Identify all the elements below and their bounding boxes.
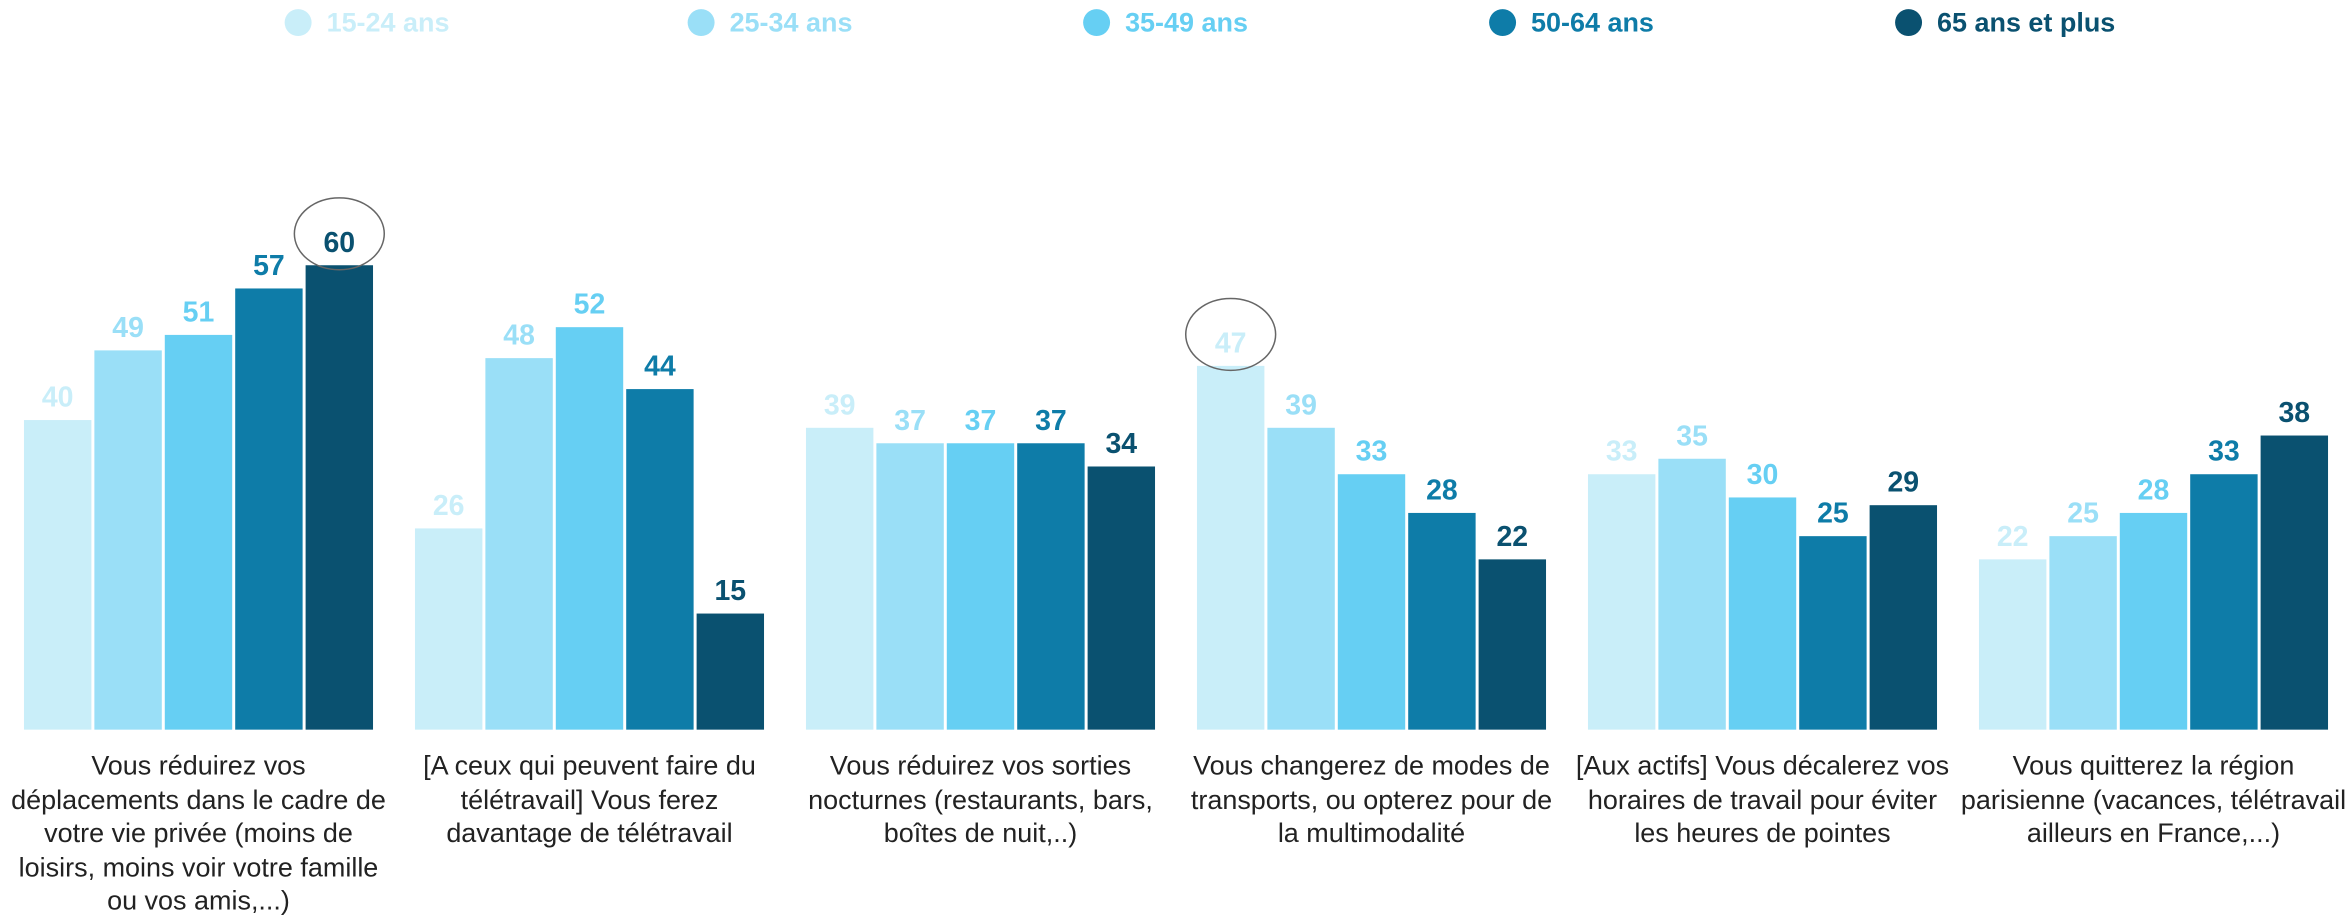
- data-label: 39: [1285, 389, 1317, 421]
- data-label: 28: [2138, 474, 2170, 506]
- bar: [946, 443, 1015, 730]
- bar: [805, 427, 874, 730]
- category-label: Vous réduirez vos déplacements dans le c…: [11, 750, 386, 916]
- data-label: 26: [433, 490, 465, 522]
- bar: [1728, 497, 1797, 730]
- data-label: 28: [1426, 474, 1458, 506]
- data-label: 52: [574, 289, 606, 321]
- legend-label: 25-34 ans: [730, 8, 853, 38]
- category-label-box: Vous changerez de modes de transports, o…: [1190, 750, 1553, 849]
- data-label: 33: [1356, 436, 1388, 468]
- category-label: [A ceux qui peuvent faire du télétravail…: [423, 750, 756, 849]
- bar: [1587, 474, 1656, 730]
- bar: [1478, 559, 1547, 730]
- legend-marker: [687, 9, 715, 37]
- bar: [2049, 536, 2117, 730]
- data-label: 25: [1817, 498, 1849, 530]
- bar: [1017, 443, 1085, 730]
- data-label: 34: [1105, 428, 1137, 460]
- category-label: [Aux actifs] Vous décalerez vos horaires…: [1575, 750, 1950, 849]
- bar: [555, 327, 624, 730]
- data-label: 48: [503, 320, 535, 352]
- highlight-circle: [293, 197, 386, 271]
- data-label: 49: [112, 312, 144, 344]
- bar: [305, 265, 374, 730]
- bar: [1196, 365, 1265, 730]
- data-label: 30: [1747, 459, 1779, 491]
- bar: [485, 358, 553, 730]
- legend-label: 15-24 ans: [327, 8, 450, 38]
- category-label-box: [Aux actifs] Vous décalerez vos horaires…: [1575, 750, 1950, 849]
- bar: [1799, 536, 1867, 730]
- bar: [876, 443, 944, 730]
- data-label: 37: [1035, 405, 1067, 437]
- legend-marker: [1895, 9, 1923, 37]
- category-label: Vous quitterez la région parisienne (vac…: [1960, 750, 2347, 849]
- bar: [2190, 474, 2258, 730]
- category-label-box: Vous quitterez la région parisienne (vac…: [1960, 750, 2347, 849]
- highlight-circle: [1184, 297, 1277, 372]
- bar: [1978, 559, 2047, 730]
- data-label: 25: [2067, 498, 2099, 530]
- bar: [1408, 512, 1476, 730]
- bar: [1087, 466, 1156, 730]
- bar: [1869, 505, 1938, 730]
- data-label: 29: [1887, 467, 1919, 499]
- bar: [164, 334, 233, 730]
- bar: [1267, 427, 1335, 730]
- bar: [1658, 458, 1726, 730]
- legend-label: 65 ans et plus: [1937, 8, 2115, 38]
- category-label-box: Vous réduirez vos sorties nocturnes (res…: [808, 750, 1153, 849]
- legend-marker: [1489, 9, 1517, 37]
- data-label: 35: [1676, 420, 1708, 452]
- bar: [2119, 512, 2188, 730]
- data-label: 37: [965, 405, 997, 437]
- category-label-box: Vous réduirez vos déplacements dans le c…: [11, 750, 386, 916]
- bar: [23, 420, 92, 730]
- bar: [696, 613, 765, 730]
- data-label: 38: [2278, 397, 2310, 429]
- bar: [2260, 435, 2329, 730]
- data-label: 22: [1496, 521, 1528, 553]
- legend-marker: [284, 9, 312, 37]
- data-label: 22: [1997, 521, 2029, 553]
- category-label: Vous changerez de modes de transports, o…: [1190, 750, 1553, 849]
- data-label: 15: [714, 575, 746, 607]
- legend-marker: [1083, 9, 1111, 37]
- bar: [626, 389, 694, 730]
- data-label: 60: [323, 227, 355, 259]
- legend-label: 35-49 ans: [1125, 8, 1248, 38]
- data-label: 47: [1215, 327, 1247, 359]
- data-label: 37: [894, 405, 926, 437]
- category-label-box: [A ceux qui peuvent faire du télétravail…: [423, 750, 756, 849]
- data-label: 33: [1606, 436, 1638, 468]
- data-label: 39: [824, 389, 856, 421]
- bar: [235, 288, 303, 730]
- data-label: 51: [183, 296, 215, 328]
- legend-label: 50-64 ans: [1531, 8, 1654, 38]
- data-label: 40: [42, 382, 74, 414]
- data-label: 57: [253, 250, 285, 282]
- bar: [94, 350, 162, 730]
- category-label: Vous réduirez vos sorties nocturnes (res…: [808, 750, 1153, 849]
- bar: [1337, 474, 1406, 730]
- data-label: 44: [644, 351, 676, 383]
- data-label: 33: [2208, 436, 2240, 468]
- bar: [414, 528, 483, 730]
